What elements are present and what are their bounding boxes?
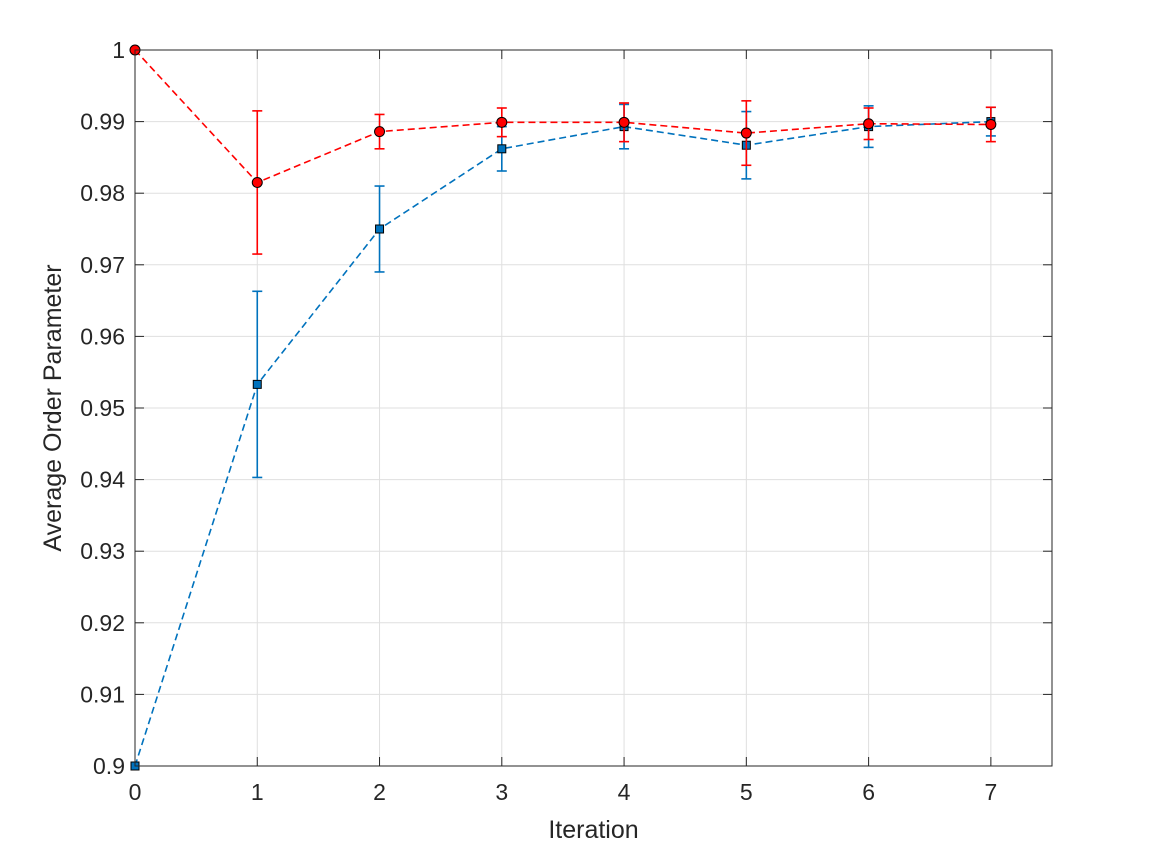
y-tick-label: 0.98 xyxy=(80,180,125,206)
x-tick-label: 7 xyxy=(984,779,997,805)
series-2 xyxy=(129,44,997,255)
y-tick-label: 0.99 xyxy=(80,109,125,135)
data-point xyxy=(496,116,508,128)
data-point xyxy=(251,176,263,188)
y-tick-label: 0.92 xyxy=(80,610,125,636)
series-line xyxy=(134,49,991,184)
y-tick-label: 0.94 xyxy=(80,467,125,493)
x-tick-label: 2 xyxy=(373,779,386,805)
y-tick-label: 0.93 xyxy=(80,538,125,564)
data-point xyxy=(252,379,262,389)
series-line xyxy=(134,120,991,767)
y-tick-label: 0.97 xyxy=(80,252,125,278)
series-layer xyxy=(129,44,997,771)
y-tick-label: 0.95 xyxy=(80,395,125,421)
x-tick-label: 5 xyxy=(740,779,753,805)
y-tick-label: 0.96 xyxy=(80,323,125,349)
data-point xyxy=(985,118,997,130)
x-axis-title: Iteration xyxy=(548,816,638,844)
y-axis-title: Average Order Parameter xyxy=(39,264,67,551)
data-point xyxy=(374,126,386,138)
data-point xyxy=(618,116,630,128)
x-tick-label: 3 xyxy=(495,779,508,805)
x-tick-label: 0 xyxy=(129,779,142,805)
x-tick-label: 1 xyxy=(251,779,264,805)
y-tick-label: 0.91 xyxy=(80,681,125,707)
data-point xyxy=(375,224,385,234)
ticks: 0 1 2 3 4 5 6 7 0.9 0.91 0.92 0.93 0.94 0.95 0.96 0.97 0… xyxy=(80,37,1052,805)
data-point xyxy=(497,144,507,154)
data-point xyxy=(863,118,875,130)
y-tick-label: 1 xyxy=(112,37,125,63)
x-tick-label: 4 xyxy=(618,779,631,805)
x-tick-label: 6 xyxy=(862,779,875,805)
y-tick-label: 0.9 xyxy=(93,753,125,779)
data-point xyxy=(740,127,752,139)
